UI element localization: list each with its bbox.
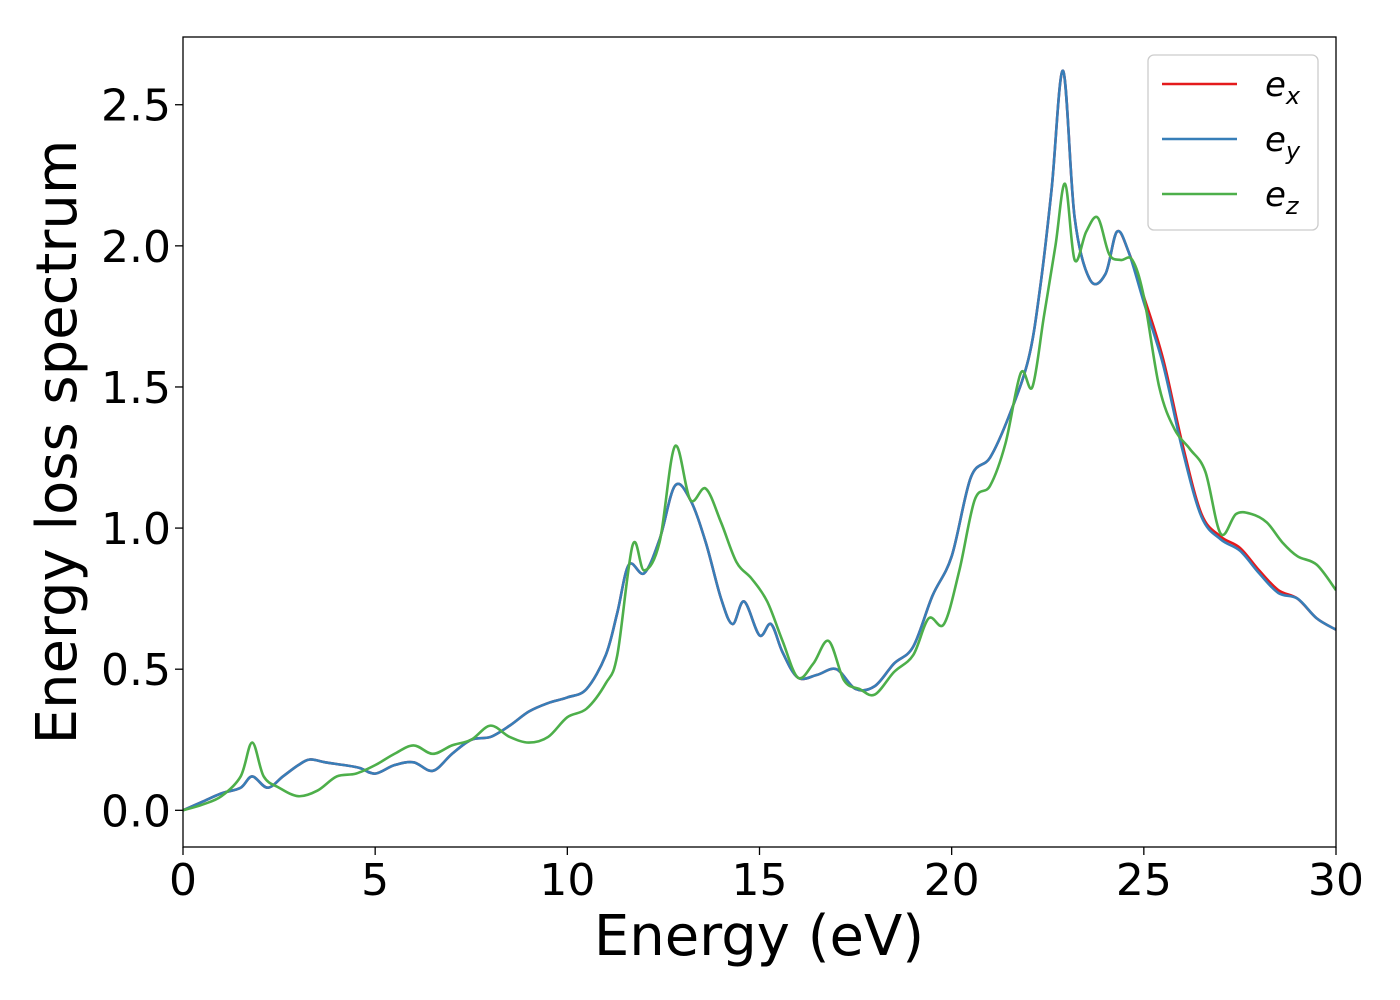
x-tick-label: 25	[1116, 855, 1172, 906]
legend-label-ex: ex	[1265, 65, 1301, 110]
y-tick-label: 2.5	[101, 81, 171, 132]
y-tick-label: 0.0	[101, 786, 171, 837]
x-tick-label: 20	[924, 855, 980, 906]
legend-box	[1147, 54, 1319, 231]
series-line-ey	[183, 69, 1336, 812]
y-axis: 0.0 0.5 1.0 1.5 2.0 2.5	[101, 81, 183, 837]
y-tick-label: 0.5	[101, 645, 171, 696]
legend: ex ey ez	[1147, 54, 1319, 231]
x-axis-title: Energy (eV)	[594, 904, 924, 969]
y-tick-label: 1.0	[101, 504, 171, 555]
x-axis: 0 5 10 15 20 25 30	[169, 847, 1364, 906]
x-tick-label: 5	[361, 855, 389, 906]
y-axis-title: Energy loss spectrum	[25, 140, 90, 745]
y-tick-label: 2.0	[101, 222, 171, 273]
x-tick-label: 0	[169, 855, 197, 906]
y-tick-label: 1.5	[101, 363, 171, 414]
x-tick-label: 30	[1308, 855, 1364, 906]
x-tick-label: 15	[732, 855, 788, 906]
legend-label-ez: ez	[1265, 175, 1300, 220]
series-line-ez	[183, 182, 1336, 812]
x-tick-label: 10	[539, 855, 595, 906]
series-lines	[183, 69, 1336, 812]
legend-label-ey: ey	[1265, 120, 1301, 165]
